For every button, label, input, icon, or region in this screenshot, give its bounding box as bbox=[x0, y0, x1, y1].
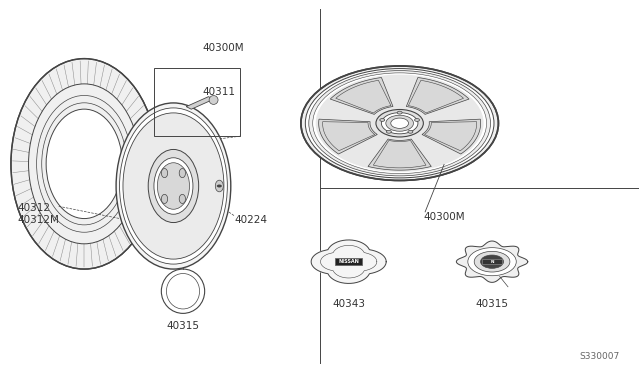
Ellipse shape bbox=[157, 163, 189, 209]
Text: 40224: 40224 bbox=[234, 215, 267, 225]
Circle shape bbox=[380, 119, 385, 121]
Circle shape bbox=[386, 115, 413, 131]
Ellipse shape bbox=[179, 194, 186, 203]
Ellipse shape bbox=[161, 169, 168, 178]
Text: 40312: 40312 bbox=[17, 203, 51, 213]
Bar bbox=[154, 68, 241, 136]
Circle shape bbox=[408, 130, 413, 133]
FancyBboxPatch shape bbox=[335, 259, 362, 265]
Circle shape bbox=[391, 118, 408, 128]
Text: S330007: S330007 bbox=[579, 352, 620, 361]
Polygon shape bbox=[319, 119, 378, 154]
Polygon shape bbox=[186, 97, 214, 109]
Ellipse shape bbox=[148, 150, 198, 222]
FancyBboxPatch shape bbox=[483, 260, 502, 264]
Circle shape bbox=[316, 75, 484, 172]
Ellipse shape bbox=[11, 59, 157, 269]
Polygon shape bbox=[311, 240, 386, 283]
Text: 40315: 40315 bbox=[166, 321, 200, 331]
Ellipse shape bbox=[179, 169, 186, 178]
Text: 40315: 40315 bbox=[476, 299, 509, 309]
Circle shape bbox=[481, 255, 504, 268]
Circle shape bbox=[217, 185, 222, 187]
Text: 40300M: 40300M bbox=[202, 42, 244, 52]
Circle shape bbox=[308, 71, 490, 176]
Ellipse shape bbox=[209, 96, 218, 105]
Circle shape bbox=[305, 68, 494, 178]
Polygon shape bbox=[330, 77, 393, 114]
Ellipse shape bbox=[161, 269, 205, 313]
Circle shape bbox=[415, 119, 419, 121]
Circle shape bbox=[468, 248, 516, 276]
Polygon shape bbox=[422, 119, 481, 154]
Text: 40343: 40343 bbox=[332, 299, 365, 309]
Circle shape bbox=[381, 113, 418, 134]
Ellipse shape bbox=[215, 180, 223, 192]
Text: 40312M: 40312M bbox=[17, 215, 59, 225]
Text: 40311: 40311 bbox=[202, 87, 235, 97]
Ellipse shape bbox=[161, 194, 168, 203]
Ellipse shape bbox=[120, 108, 227, 264]
Text: N: N bbox=[490, 260, 494, 264]
Circle shape bbox=[387, 130, 392, 133]
Text: NISSAN: NISSAN bbox=[338, 259, 359, 264]
Text: 40300M: 40300M bbox=[424, 212, 465, 222]
Ellipse shape bbox=[123, 113, 224, 259]
Circle shape bbox=[376, 109, 423, 137]
Circle shape bbox=[301, 66, 499, 180]
Polygon shape bbox=[456, 241, 528, 282]
Ellipse shape bbox=[154, 158, 193, 214]
Circle shape bbox=[397, 111, 402, 114]
Ellipse shape bbox=[166, 273, 200, 309]
Ellipse shape bbox=[116, 103, 231, 269]
Circle shape bbox=[313, 73, 486, 174]
Circle shape bbox=[474, 251, 510, 272]
Polygon shape bbox=[406, 77, 469, 114]
Polygon shape bbox=[368, 139, 431, 170]
Ellipse shape bbox=[46, 109, 122, 219]
